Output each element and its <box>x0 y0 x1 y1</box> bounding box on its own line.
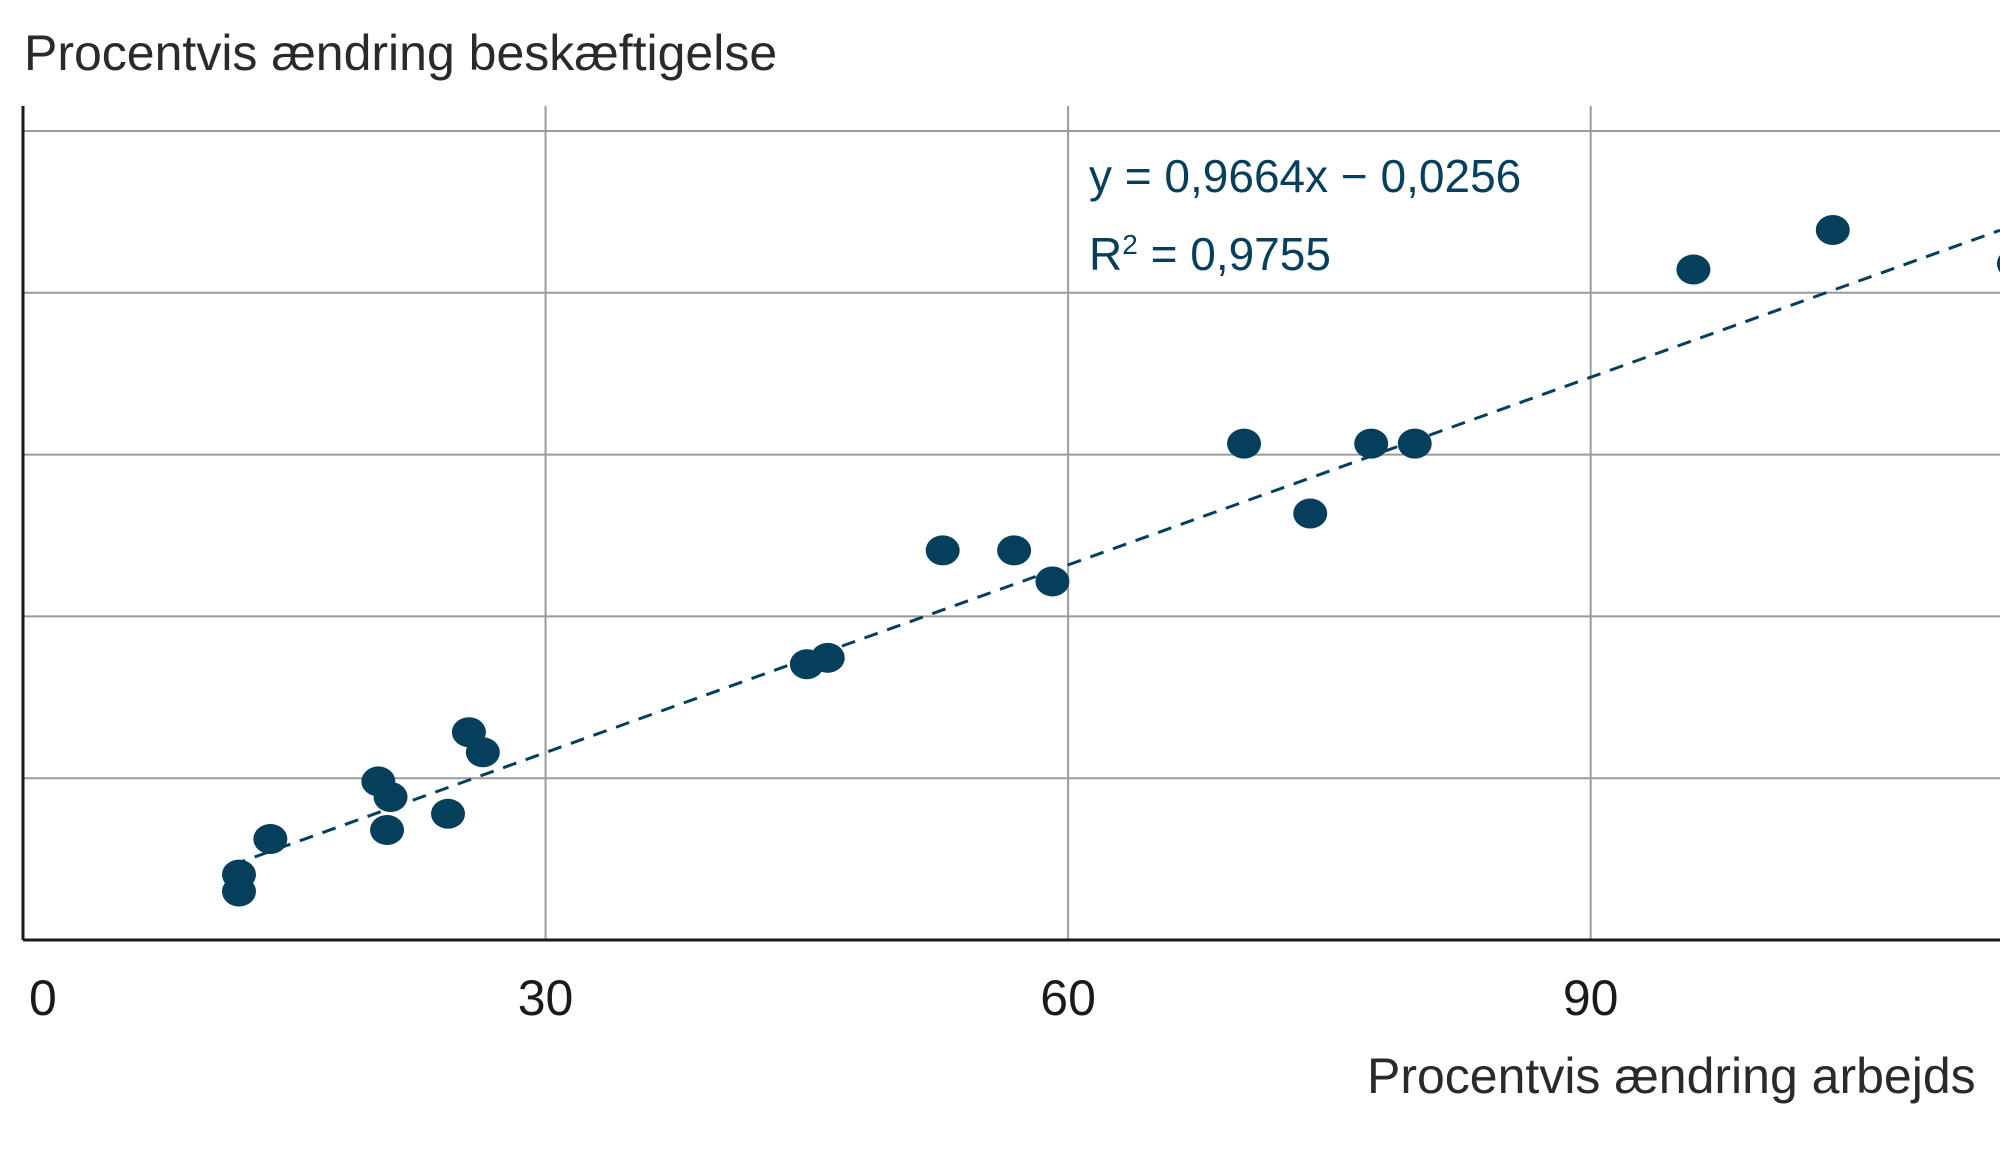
gridlines <box>23 106 2000 940</box>
data-point <box>465 737 500 768</box>
data-point <box>1293 498 1328 529</box>
data-point <box>370 814 405 845</box>
data-point <box>1815 215 1850 246</box>
data-point <box>1227 428 1262 459</box>
r2-superscript: 2 <box>1122 229 1138 260</box>
data-point <box>431 798 466 829</box>
data-point <box>925 535 960 566</box>
data-point <box>221 876 256 907</box>
data-point <box>997 535 1032 566</box>
x-tick-label: 30 <box>518 970 574 1026</box>
data-point <box>253 824 288 855</box>
r-squared-label: R2 = 0,9755 <box>1089 228 1331 280</box>
x-axis-label: Procentvis ændring arbejds <box>1367 1048 1976 1104</box>
r2-value: = 0,9755 <box>1138 228 1331 280</box>
data-point <box>1035 566 1070 597</box>
trendline-equation: y = 0,9664x − 0,0256 <box>1089 150 1521 202</box>
data-point <box>1397 428 1432 459</box>
data-points <box>221 215 2000 907</box>
x-tick-label: 90 <box>1563 970 1619 1026</box>
y-axis-label: Procentvis ændring beskæftigelse <box>24 25 777 81</box>
x-tick-labels: 0 30 60 90 <box>29 970 1618 1026</box>
data-point <box>1676 254 1711 285</box>
data-point <box>1354 428 1389 459</box>
trendline <box>231 228 2000 867</box>
data-point <box>810 642 845 673</box>
x-tick-label: 60 <box>1040 970 1096 1026</box>
data-point <box>1996 255 2000 273</box>
x-tick-label: 0 <box>29 970 57 1026</box>
r2-prefix: R <box>1089 228 1122 280</box>
data-point <box>373 781 408 812</box>
